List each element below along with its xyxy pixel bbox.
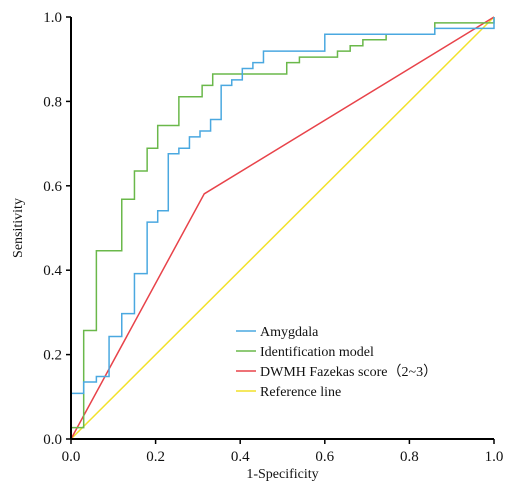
x-tick-label: 0.6 <box>315 449 334 465</box>
x-tick-label: 1.0 <box>485 449 504 465</box>
y-tick-label: 0.0 <box>43 432 62 448</box>
y-axis-title: Sensitivity <box>11 198 26 258</box>
series-line-amygdala <box>70 17 495 439</box>
series-line-dwmh-fazekas-score-2-3 <box>70 16 495 440</box>
x-tick-label: 0.2 <box>146 449 165 465</box>
x-tick-label: 0.8 <box>400 449 419 465</box>
y-tick-label: 0.6 <box>43 179 62 195</box>
x-tick-label: 0.4 <box>231 449 250 465</box>
x-tick-label: 0.0 <box>62 449 81 465</box>
legend-label: DWMH Fazekas score（2~3） <box>260 364 437 380</box>
ticks: 0.0 0.2 0.4 0.6 0.8 1.0 0.0 0.2 0.4 0.6 0.8 1.0 <box>43 10 503 465</box>
y-tick-label: 0.2 <box>43 348 62 364</box>
x-axis-title: 1-Specificity <box>246 467 318 482</box>
y-tick-label: 0.8 <box>43 94 62 110</box>
legend-label: Identification model <box>260 345 374 360</box>
y-tick-label: 1.0 <box>43 10 62 26</box>
legend-label: Reference line <box>260 385 341 400</box>
series-line-identification-model <box>70 17 495 439</box>
legend: Amygdala Identification model DWMH Fazekas… <box>236 325 437 400</box>
series-layer <box>70 16 495 440</box>
y-tick-label: 0.4 <box>43 263 62 279</box>
axes <box>70 17 494 440</box>
series-line-reference-line <box>70 16 495 440</box>
legend-label: Amygdala <box>260 325 319 340</box>
